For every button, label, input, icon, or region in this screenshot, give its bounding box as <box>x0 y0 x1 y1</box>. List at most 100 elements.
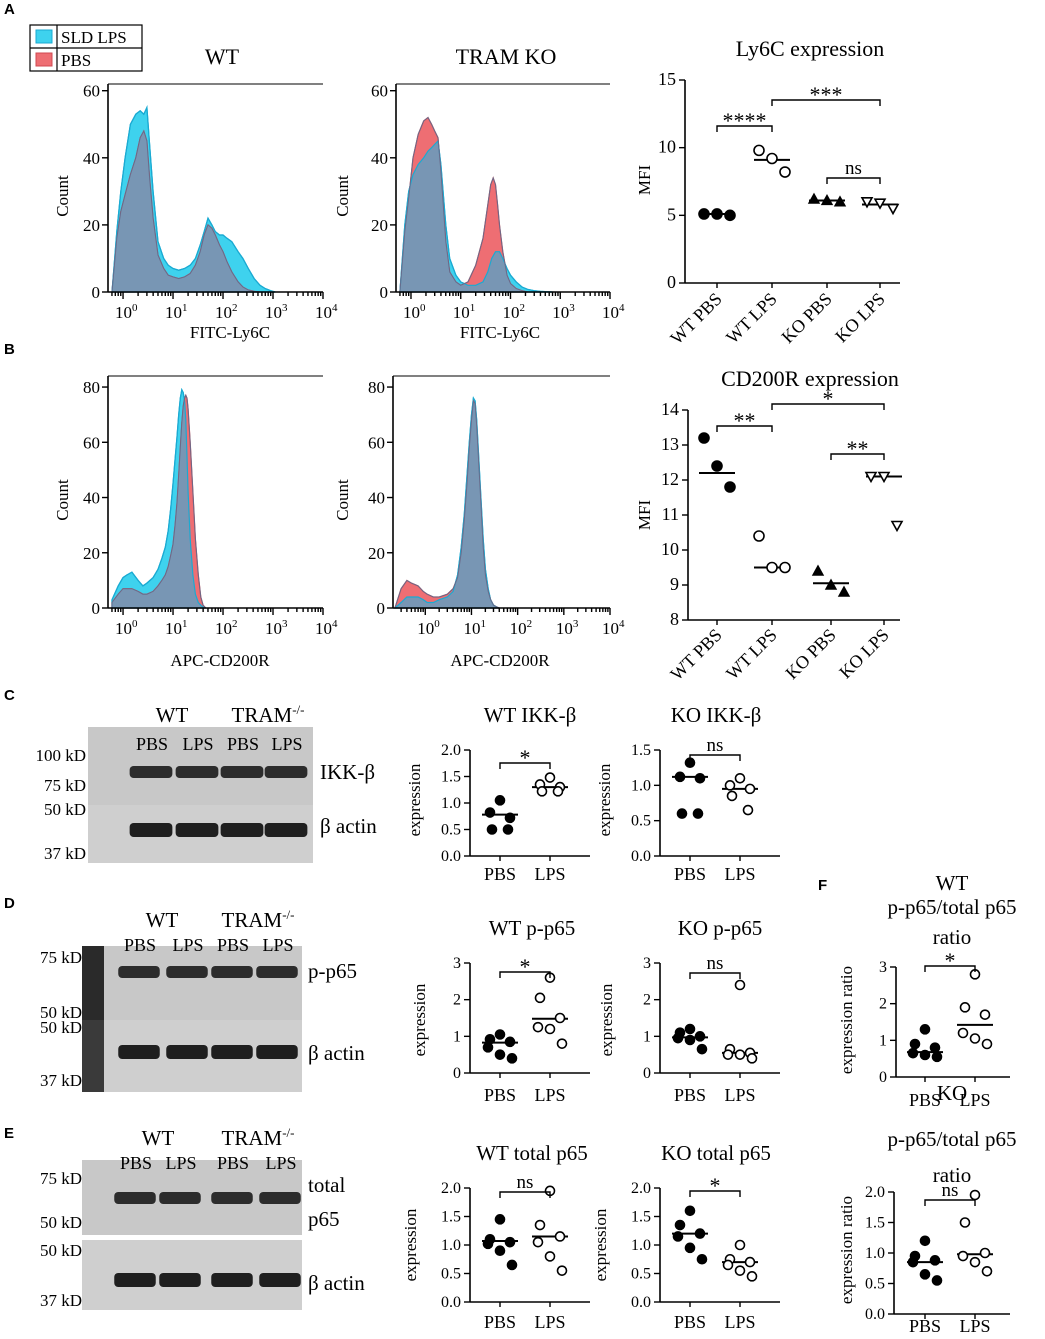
y-tick-label: 0 <box>453 1065 461 1082</box>
x-tick-exponent: 1 <box>470 302 476 314</box>
data-point-ko-lps <box>886 203 900 216</box>
chart-title-line: KO <box>937 1081 967 1105</box>
chart-title: KO p-p65 <box>678 916 763 940</box>
lane-label: PBS <box>136 734 168 754</box>
x-tick-exponent: 0 <box>420 302 426 314</box>
data-point-pbs <box>696 1253 708 1265</box>
data-point-wt-pbs <box>711 208 723 220</box>
y-axis-label: expression ratio <box>837 1196 856 1304</box>
y-tick-label: 20 <box>83 544 100 563</box>
data-point-ko-pbs <box>807 192 821 204</box>
lane-label: LPS <box>172 935 203 955</box>
significance-label: **** <box>723 108 767 133</box>
y-tick-label: 0.0 <box>631 848 651 865</box>
data-point-wt-lps <box>779 561 791 574</box>
significance-label: *** <box>810 82 843 107</box>
data-point-wt-pbs <box>698 208 710 220</box>
y-tick-label: 14 <box>661 399 679 419</box>
band-actin <box>259 1273 301 1287</box>
x-tick-exponent: 3 <box>282 618 288 630</box>
y-tick-label: 1.0 <box>441 795 461 812</box>
x-tick-label: 101 <box>165 302 188 322</box>
y-tick-label: 2 <box>453 992 461 1009</box>
chart-title-line: ratio <box>933 1163 971 1187</box>
data-point-pbs <box>504 812 516 824</box>
y-tick-label: 3 <box>879 959 887 976</box>
y-axis-label: MFI <box>635 165 654 196</box>
y-axis-label: Count <box>333 175 352 217</box>
x-tick-label: 102 <box>510 618 533 638</box>
data-point-lps <box>969 1256 981 1268</box>
chart-title: CD200R expression <box>721 366 899 391</box>
category-label: PBS <box>484 1312 516 1332</box>
data-point-wt-lps <box>766 152 778 165</box>
significance-bracket <box>830 453 885 460</box>
a_ko-series-pbs-outline <box>399 116 528 293</box>
category-label: LPS <box>724 1085 755 1105</box>
data-point-lps <box>734 979 746 991</box>
data-point-lps <box>556 1265 568 1276</box>
x-axis-label: APC-CD200R <box>450 651 550 670</box>
y-axis-label: expression <box>595 763 614 836</box>
y-tick-label: 2 <box>643 992 651 1009</box>
y-tick-label: 60 <box>371 82 388 101</box>
y-tick-label: 2.0 <box>441 742 461 759</box>
y-tick-label: 1.0 <box>865 1245 885 1262</box>
a_ko-series-lps-outline <box>399 139 553 293</box>
chart-title: KO IKK-β <box>671 703 762 727</box>
band-label: β actin <box>308 1271 365 1295</box>
significance-bracket <box>826 177 881 184</box>
x-tick-label: 101 <box>165 618 188 638</box>
band-label: β actin <box>320 814 377 838</box>
y-tick-label: 0 <box>377 599 386 618</box>
y-tick-label: 1.5 <box>631 742 651 759</box>
x-tick-label: 100 <box>417 618 440 638</box>
y-axis-label: Count <box>333 479 352 521</box>
y-axis-label: expression <box>410 983 429 1056</box>
category-label: PBS <box>674 1085 706 1105</box>
y-tick-label: 60 <box>368 433 385 452</box>
y-tick-label: 0 <box>879 1069 887 1086</box>
ladder-lane <box>82 946 104 1020</box>
x-tick-exponent: 1 <box>182 618 188 630</box>
band-label: β actin <box>308 1041 365 1065</box>
data-point-ko-pbs <box>811 564 825 576</box>
data-point-lps <box>746 1271 758 1282</box>
panel-label-d: D <box>4 895 15 912</box>
lane-label: PBS <box>120 1153 152 1173</box>
data-point-ko-lps <box>873 198 887 210</box>
data-point-pbs <box>674 771 686 783</box>
x-tick-label: 101 <box>453 302 476 322</box>
x-axis-label: APC-CD200R <box>170 651 270 670</box>
data-point-ko-pbs <box>833 195 847 207</box>
chart-title: KO total p65 <box>661 1141 771 1165</box>
data-point-wt-pbs <box>711 460 723 472</box>
significance-bracket <box>499 762 551 769</box>
y-axis-label: expression <box>597 983 616 1056</box>
y-tick-label: 60 <box>83 82 100 101</box>
data-point-pbs <box>506 1053 518 1064</box>
category-label: LPS <box>534 864 565 884</box>
y-tick-label: 60 <box>83 433 100 452</box>
group-label: TRAM-/- <box>232 702 305 727</box>
data-point-lps <box>724 780 736 791</box>
y-tick-label: 3 <box>643 955 651 972</box>
data-point-wt-lps <box>753 530 765 542</box>
y-tick-label: 13 <box>661 434 679 454</box>
category-label: WT LPS <box>722 289 781 348</box>
x-tick-exponent: 3 <box>569 302 575 314</box>
data-point-pbs <box>486 824 498 835</box>
chart-title: Ly6C expression <box>736 36 885 61</box>
y-tick-label: 40 <box>371 149 388 168</box>
significance-label: ** <box>734 408 756 433</box>
data-point-lps <box>554 1012 566 1024</box>
category-label: PBS <box>674 1312 706 1332</box>
band-actin <box>129 823 173 837</box>
data-point-lps <box>532 1236 544 1248</box>
data-point-lps <box>532 1021 544 1033</box>
mw-marker-label: 100 kD <box>35 746 86 765</box>
category-label: LPS <box>534 1312 565 1332</box>
